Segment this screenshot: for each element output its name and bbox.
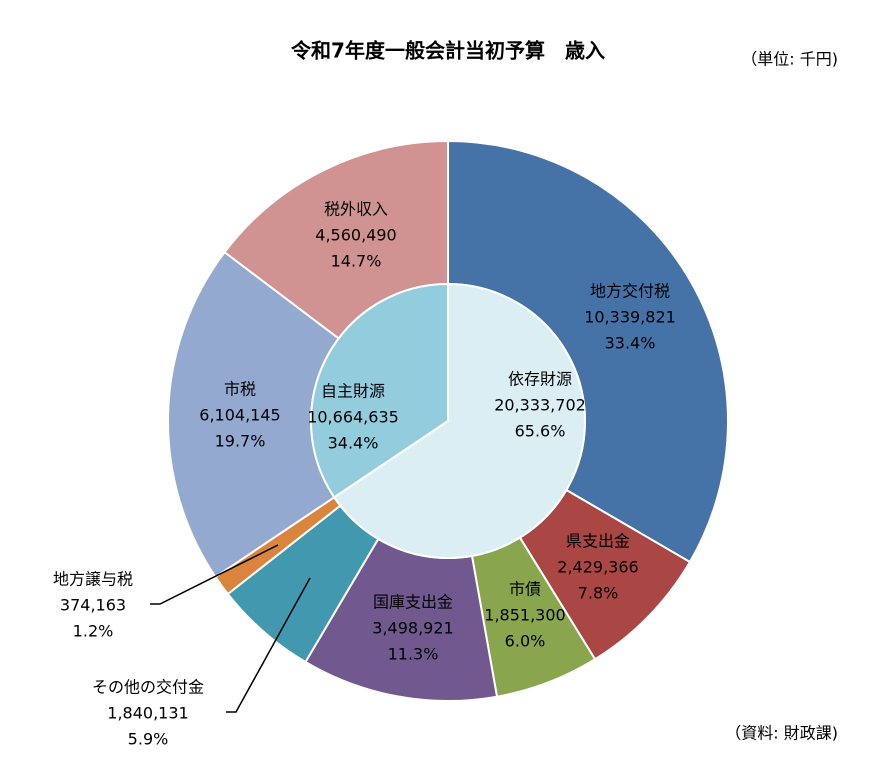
value-label: 1,851,300 — [484, 606, 565, 625]
slice-label: その他の交付金 — [92, 678, 204, 697]
slice-label: 地方交付税 — [590, 282, 670, 301]
value-label: 10,339,821 — [584, 308, 676, 327]
slice-label: 依存財源 — [508, 370, 572, 389]
percent-label: 34.4% — [328, 434, 379, 453]
percent-label: 5.9% — [128, 730, 169, 749]
percent-label: 1.2% — [73, 622, 114, 641]
value-label: 1,840,131 — [107, 704, 188, 723]
percent-label: 14.7% — [331, 252, 382, 271]
percent-label: 11.3% — [388, 645, 439, 664]
slice-label: 国庫支出金 — [373, 593, 453, 612]
chart-title: 令和7年度一般会計当初予算 歳入 — [291, 39, 605, 63]
source-note: （資料: 財政課) — [725, 724, 838, 743]
percent-label: 7.8% — [578, 584, 619, 603]
slice-label: 市債 — [509, 580, 541, 599]
slice-label: 地方譲与税 — [53, 570, 133, 589]
slice-label: 税外収入 — [324, 200, 388, 219]
percent-label: 65.6% — [515, 422, 566, 441]
value-label: 6,104,145 — [199, 406, 280, 425]
slice-label: 自主財源 — [321, 382, 385, 401]
value-label: 374,163 — [60, 596, 126, 615]
percent-label: 19.7% — [215, 432, 266, 451]
percent-label: 33.4% — [605, 334, 656, 353]
value-label: 3,498,921 — [372, 619, 453, 638]
value-label: 4,560,490 — [315, 226, 396, 245]
unit-note: （単位: 千円) — [741, 50, 838, 69]
value-label: 2,429,366 — [557, 558, 638, 577]
leader-line — [150, 544, 279, 605]
inner-slice — [332, 282, 586, 559]
value-label: 10,664,635 — [307, 408, 399, 427]
slice-label: 市税 — [224, 380, 256, 399]
value-label: 20,333,702 — [494, 396, 586, 415]
leader-line — [226, 577, 311, 713]
inner-slice — [310, 282, 449, 499]
slice-label: 県支出金 — [566, 532, 630, 551]
percent-label: 6.0% — [505, 632, 546, 651]
